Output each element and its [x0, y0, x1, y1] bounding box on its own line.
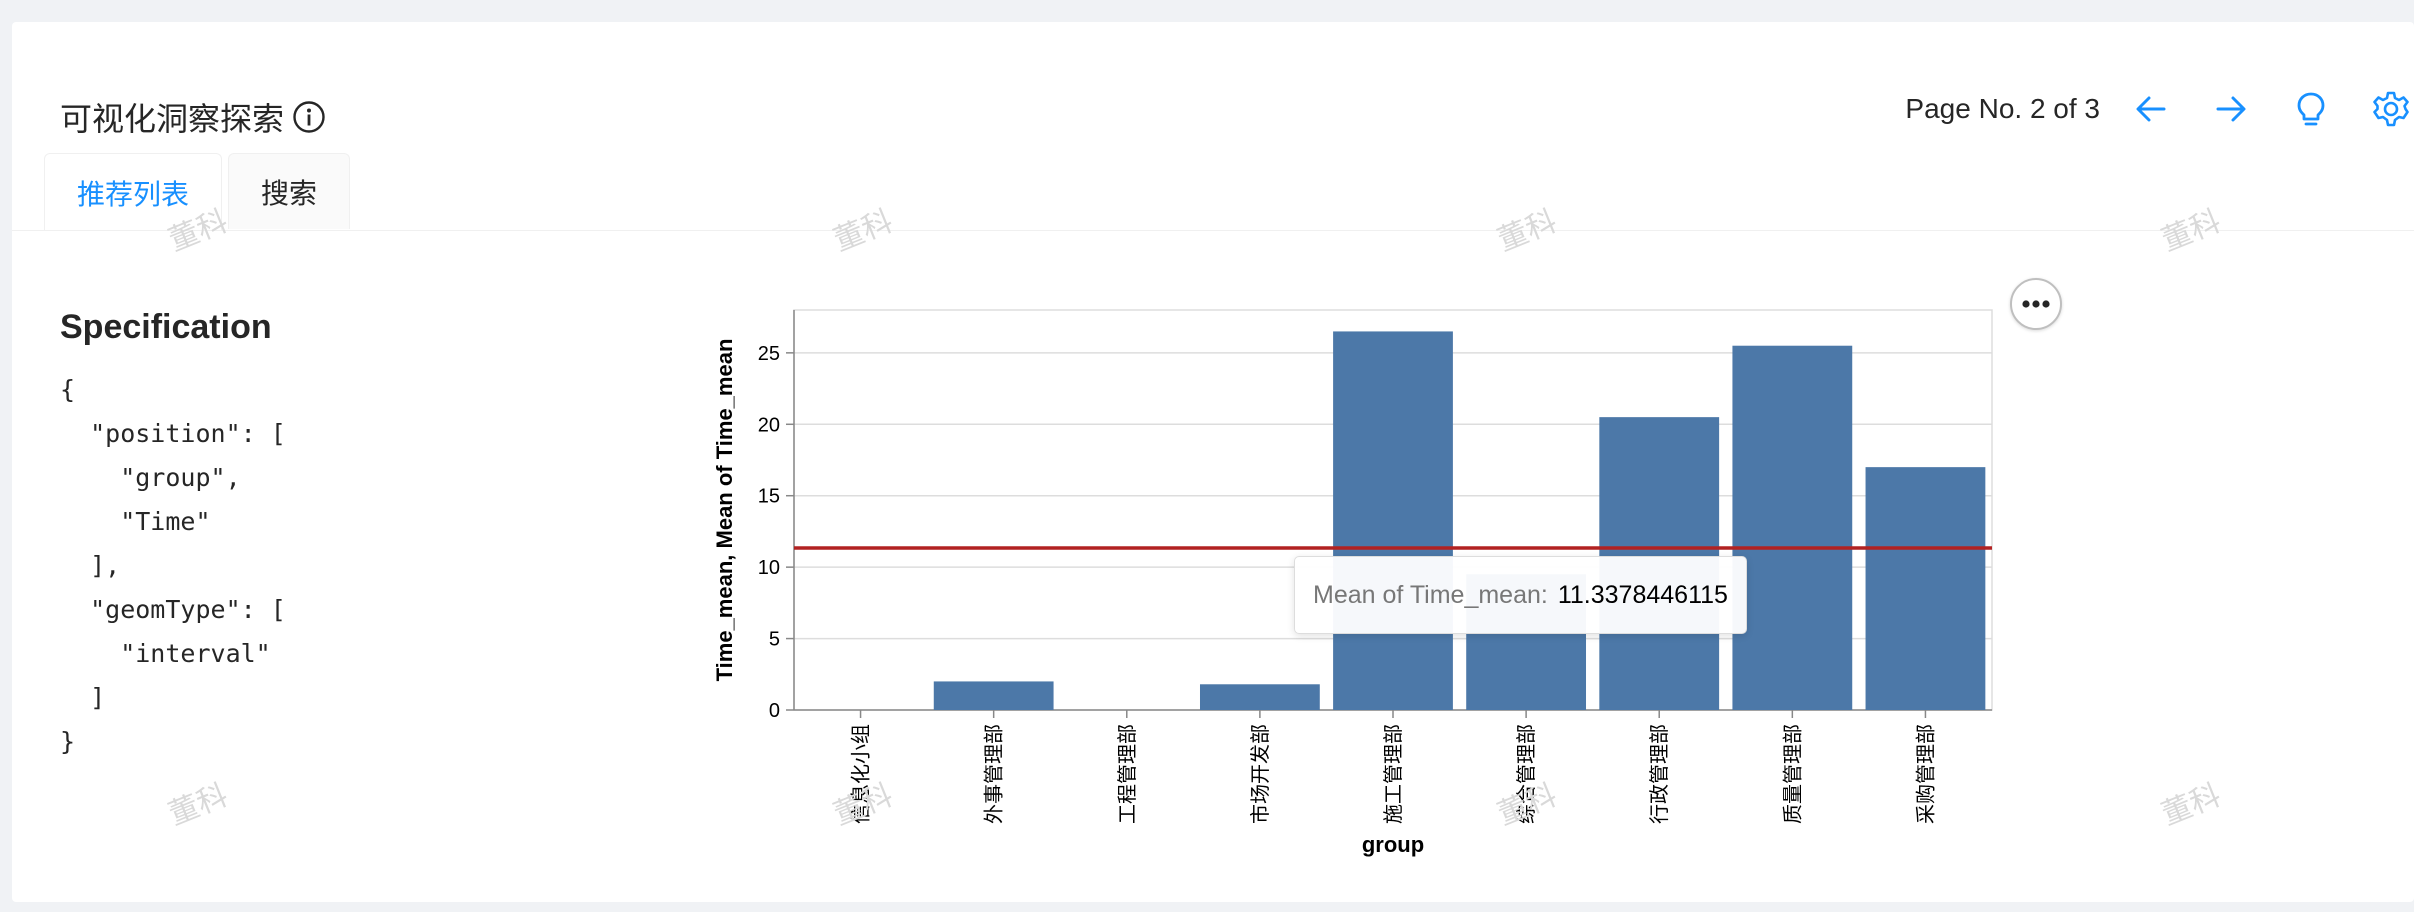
insight-card: 可视化洞察探索 Page No. 2 of 3 [12, 22, 2414, 902]
lightbulb-icon [2297, 92, 2325, 126]
prev-page-button[interactable] [2128, 86, 2174, 132]
x-tick-label: 外事管理部 [982, 724, 1006, 824]
x-tick-label: 市场开发部 [1248, 724, 1272, 824]
next-page-button[interactable] [2208, 86, 2254, 132]
watermark-text: 董科 [1493, 204, 1562, 258]
x-tick-label: 采购管理部 [1913, 724, 1937, 824]
more-horizontal-icon [2022, 300, 2050, 308]
y-axis-title: Time_mean, Mean of Time_mean [712, 339, 737, 682]
y-tick-label: 20 [758, 414, 780, 436]
settings-button[interactable] [2368, 86, 2414, 132]
chart-tooltip: Mean of Time_mean: 11.3378446115 [1294, 556, 1747, 634]
x-axis-title: group [1362, 832, 1424, 857]
bar [1333, 331, 1453, 710]
tab-recommend-list[interactable]: 推荐列表 [44, 153, 223, 231]
spec-heading: Specification [60, 308, 272, 346]
y-tick-label: 0 [769, 700, 780, 722]
x-tick-label: 工程管理部 [1115, 724, 1139, 824]
x-tick-label: 信息化小组 [849, 724, 873, 824]
arrow-right-icon [2216, 96, 2246, 122]
page-indicator: Page No. 2 of 3 [1905, 93, 2100, 124]
watermark-text: 董科 [164, 778, 233, 832]
tab-divider [12, 230, 2414, 231]
more-options-button[interactable] [2010, 278, 2062, 330]
bar [1732, 345, 1853, 710]
y-tick-label: 15 [758, 486, 780, 508]
tooltip-key: Mean of Time_mean: [1313, 580, 1548, 609]
tab-bar: 推荐列表 搜索 [44, 153, 356, 231]
insight-button[interactable] [2288, 86, 2334, 132]
watermark-text: 董科 [829, 204, 898, 258]
x-tick-label: 行政管理部 [1647, 724, 1671, 824]
tooltip-value: 11.3378446115 [1557, 580, 1728, 609]
y-tick-label: 10 [758, 557, 780, 579]
bar-chart: 0 5 10 15 20 25 信息化小组 外事管理部 工程管理部 市场开发部 施工管理部 综合管理部… [712, 309, 1993, 857]
arrow-left-icon [2136, 96, 2166, 122]
x-tick-label: 质量管理部 [1780, 724, 1804, 824]
watermark-text: 董科 [2157, 778, 2226, 832]
bar [1865, 467, 1986, 710]
y-tick-label: 25 [758, 343, 780, 365]
y-tick-label: 5 [769, 629, 780, 651]
spec-code-block: { "position": [ "group", "Time" ], "geom… [60, 375, 286, 756]
x-tick-label: 施工管理部 [1381, 724, 1405, 824]
page-title: 可视化洞察探索 [60, 101, 285, 137]
x-tick-label: 综合管理部 [1514, 724, 1538, 824]
tab-search[interactable]: 搜索 [228, 153, 351, 229]
gear-icon [2373, 91, 2409, 127]
title-row: 可视化洞察探索 [60, 94, 326, 140]
bar [933, 681, 1054, 710]
pager: Page No. 2 of 3 [1905, 86, 2414, 132]
info-circle-icon[interactable] [292, 100, 326, 134]
watermark-text: 董科 [2157, 204, 2226, 258]
bar [1199, 684, 1320, 710]
